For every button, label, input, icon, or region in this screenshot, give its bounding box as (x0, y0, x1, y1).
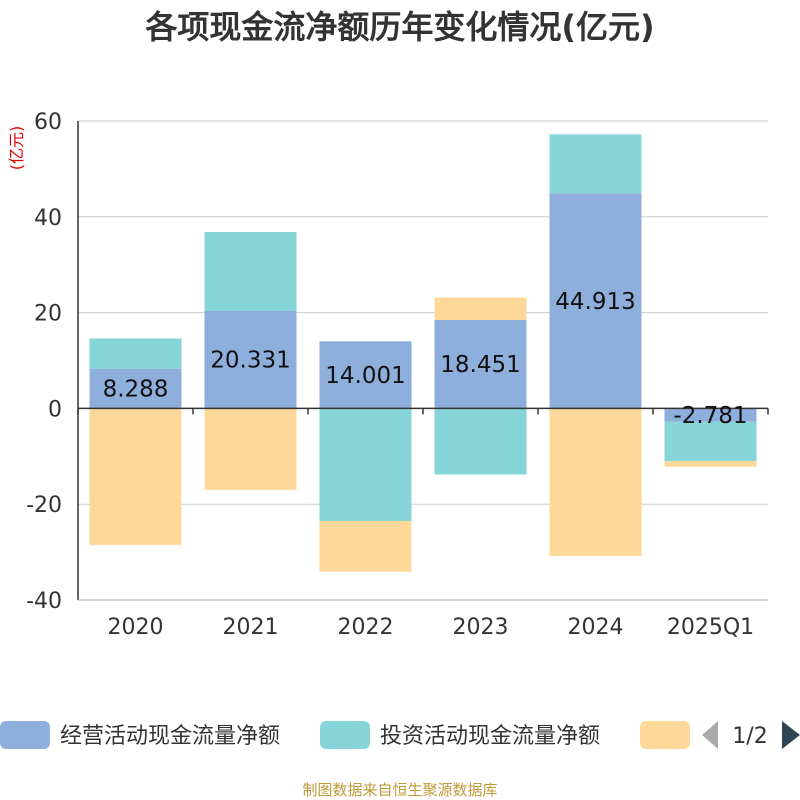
bar-series3-2024 (549, 408, 642, 556)
y-tick-label: 60 (34, 110, 62, 135)
y-tick-label: -20 (26, 493, 62, 518)
x-tick-label: 2024 (568, 615, 624, 640)
x-tick-label: 2022 (338, 615, 394, 640)
data-label: 8.288 (103, 377, 169, 403)
legend-swatch[interactable] (0, 721, 50, 749)
data-label: 18.451 (440, 352, 520, 378)
legend: 经营活动现金流量净额 投资活动现金流量净额 1/2 (0, 721, 800, 749)
bar-series2-2021 (204, 231, 297, 312)
y-tick-label: 0 (48, 397, 62, 422)
y-axis-unit-label: (亿元) (7, 126, 26, 171)
bar-series1-2022 (319, 341, 412, 409)
source-note: 制图数据来自恒生聚源数据库 (302, 781, 497, 799)
y-tick-label: -40 (26, 589, 62, 614)
bar-series2-2025Q1 (664, 421, 757, 461)
legend-page-indicator: 1/2 (732, 724, 767, 749)
bar-series2-2022 (319, 408, 412, 521)
bar-series1-2023 (434, 320, 527, 409)
bar-series3-2021 (204, 408, 297, 490)
x-tick-label: 2021 (223, 615, 279, 640)
bar-series1-2025Q1 (664, 408, 757, 422)
bar-series2-2023 (434, 408, 527, 475)
bar-series2-2020 (89, 338, 182, 369)
legend-prev-icon[interactable] (702, 721, 718, 749)
legend-swatch[interactable] (640, 721, 690, 749)
x-tick-label: 2025Q1 (667, 615, 754, 640)
legend-label[interactable]: 经营活动现金流量净额 (60, 724, 280, 749)
legend-next-icon[interactable] (782, 721, 800, 749)
bar-series1-2021 (204, 311, 297, 409)
data-label: 20.331 (210, 348, 290, 374)
y-tick-label: 40 (34, 206, 62, 231)
bar-series3-2025Q1 (664, 460, 757, 467)
data-labels: 8.288 20.331 14.001 18.451 44.913 -2.781 (103, 289, 748, 429)
bars (89, 134, 757, 572)
bar-series1-2020 (89, 368, 182, 409)
bar-series1-2024 (549, 193, 642, 409)
bar-series3-2023 (434, 297, 527, 321)
bar-series3-2020 (89, 408, 182, 545)
legend-swatch[interactable] (320, 721, 370, 749)
bar-series3-2022 (319, 520, 412, 572)
bar-series2-2024 (549, 134, 642, 194)
axes: -40 -20 0 20 40 60 2020 2021 2022 2023 2024 2025Q1 (26, 110, 769, 640)
legend-label[interactable]: 投资活动现金流量净额 (380, 724, 600, 749)
y-tick-label: 20 (34, 302, 62, 327)
chart-title: 各项现金流净额历年变化情况(亿元) (145, 8, 654, 46)
x-tick-label: 2023 (453, 615, 509, 640)
x-tick-label: 2020 (108, 615, 164, 640)
data-label: 44.913 (555, 289, 635, 315)
data-label: -2.781 (673, 403, 747, 429)
data-label: 14.001 (325, 363, 405, 389)
